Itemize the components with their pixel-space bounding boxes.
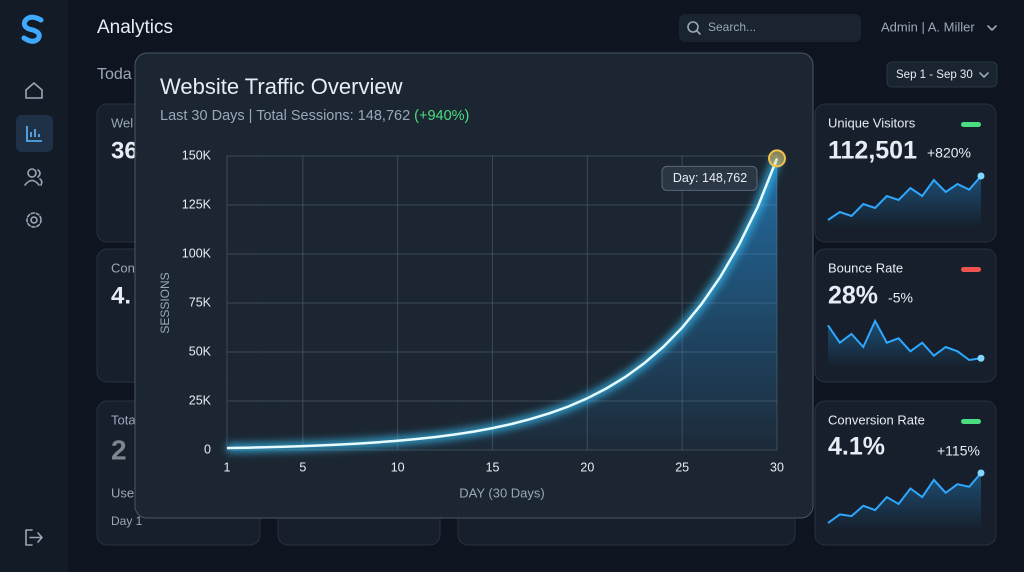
bg-card-foot: Day 1 bbox=[111, 514, 143, 528]
y-tick-label: 100K bbox=[182, 246, 212, 260]
x-tick-label: 10 bbox=[391, 460, 405, 474]
stat-value: 112,501 bbox=[828, 137, 917, 165]
bg-card-label: Con bbox=[111, 260, 135, 275]
page-title: Analytics bbox=[97, 17, 173, 38]
y-tick-label: 75K bbox=[189, 295, 212, 309]
subtitle-text: Last 30 Days | Total Sessions: 148,762 bbox=[160, 108, 410, 124]
chart-subtitle: Last 30 Days | Total Sessions: 148,762 (+… bbox=[160, 108, 469, 124]
y-axis-label: SESSIONS bbox=[158, 272, 172, 333]
user-menu[interactable]: Admin | A. Miller bbox=[881, 19, 975, 34]
search-icon bbox=[687, 21, 701, 35]
stat-change: +820% bbox=[927, 145, 971, 161]
tooltip: Day: 148,762 bbox=[673, 171, 747, 185]
bg-card-sub: Use bbox=[111, 485, 134, 500]
settings-icon[interactable] bbox=[26, 212, 42, 228]
section-title: Toda bbox=[97, 66, 132, 83]
status-pill bbox=[961, 267, 981, 272]
chart-title: Website Traffic Overview bbox=[160, 74, 403, 99]
y-tick-label: 25K bbox=[189, 393, 212, 407]
line bbox=[226, 157, 779, 450]
bg-card-label: Tota bbox=[111, 412, 136, 427]
search-box[interactable] bbox=[679, 14, 861, 42]
chevron bbox=[979, 72, 989, 78]
chevron bbox=[987, 25, 997, 31]
y-tick-label: 150K bbox=[182, 148, 212, 162]
end-point bbox=[768, 149, 786, 168]
x-tick-label: 20 bbox=[580, 460, 594, 474]
status-pill bbox=[961, 122, 981, 127]
x-tick-label: 5 bbox=[299, 460, 306, 474]
bg-card-label: Wel bbox=[111, 115, 133, 130]
x-tick-label: 1 bbox=[224, 460, 231, 474]
stat-title: Bounce Rate bbox=[828, 260, 903, 275]
sparkline bbox=[827, 472, 982, 524]
stat-change: -5% bbox=[888, 290, 913, 306]
subtitle-change: (+940%) bbox=[414, 108, 469, 124]
bg-card-value: 36 bbox=[111, 137, 138, 164]
sparkline-area bbox=[828, 473, 981, 531]
x-tick-label: 25 bbox=[675, 460, 689, 474]
x-tick-label: 30 bbox=[770, 460, 784, 474]
sparkline-end bbox=[977, 354, 985, 362]
sparkline-area bbox=[828, 321, 981, 368]
date-picker[interactable] bbox=[886, 61, 998, 88]
sparkline-end bbox=[977, 172, 985, 180]
users-icon[interactable] bbox=[24, 168, 43, 186]
logo bbox=[21, 14, 44, 44]
home-icon[interactable] bbox=[25, 82, 43, 99]
stat-title: Conversion Rate bbox=[828, 412, 925, 427]
y-tick-label: 0 bbox=[204, 442, 211, 456]
bg-card-value: 4. bbox=[111, 282, 131, 309]
logout-icon[interactable] bbox=[25, 529, 43, 546]
stat-cards: Unique Visitors 112,501 +820% Bounce Rate 28… bbox=[814, 103, 997, 546]
bg-card-value: 2 bbox=[111, 434, 127, 465]
sparkline bbox=[827, 175, 982, 221]
stat-value: 28% bbox=[828, 282, 878, 310]
sparkline-end bbox=[977, 469, 985, 477]
stat-change: +115% bbox=[937, 443, 980, 459]
tooltip-box bbox=[661, 165, 758, 191]
stat-value: 4.1% bbox=[828, 433, 885, 461]
stat-title: Unique Visitors bbox=[828, 115, 916, 130]
status-pill bbox=[961, 419, 981, 424]
area bbox=[227, 158, 777, 450]
search-placeholder: Search... bbox=[708, 20, 756, 34]
date-range: Sep 1 - Sep 30 bbox=[896, 69, 973, 81]
y-tick-label: 125K bbox=[182, 197, 212, 211]
x-axis-label: DAY (30 Days) bbox=[459, 485, 545, 500]
sparkline bbox=[827, 318, 982, 362]
analytics-icon[interactable] bbox=[26, 126, 42, 142]
y-tick-label: 50K bbox=[189, 344, 212, 358]
x-tick-label: 15 bbox=[486, 460, 500, 474]
sidebar bbox=[0, 0, 68, 572]
